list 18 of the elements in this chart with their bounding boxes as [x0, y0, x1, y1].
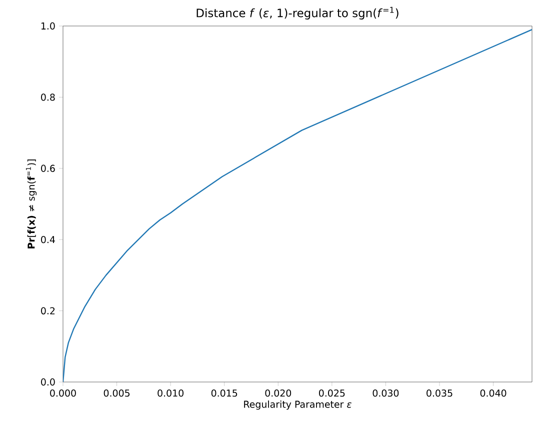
y-tick-label: 0.2 [41, 307, 55, 314]
y-tick-label: 1.0 [41, 22, 55, 30]
x-tick-label: 0.010 [158, 390, 184, 397]
x-tick-label: 0.030 [372, 390, 399, 397]
x-tick-label: 0.020 [265, 390, 292, 397]
y-tick-label: 0.4 [41, 236, 55, 244]
x-tick-label: 0.040 [480, 390, 506, 397]
y-tick-label: 0.6 [41, 164, 55, 172]
x-tick-label: 0.005 [104, 390, 130, 397]
x-tick-label: 0.015 [211, 390, 238, 397]
y-tick-label: 0.8 [41, 94, 55, 101]
chart-title: Distance f (ε, 1)-regular to sgn(f$^{=1}$) [196, 6, 398, 20]
x-axis-title: Regularity Parameter ε [244, 400, 352, 410]
y-axis-title: Pr[f(x) ≠ sgn(f$^{=1}$)] [26, 160, 37, 248]
x-tick-label: 0.000 [50, 390, 76, 397]
x-tick-label: 0.035 [426, 390, 452, 397]
y-tick-label: 0.0 [41, 378, 55, 386]
x-tick-label: 0.025 [319, 390, 345, 397]
